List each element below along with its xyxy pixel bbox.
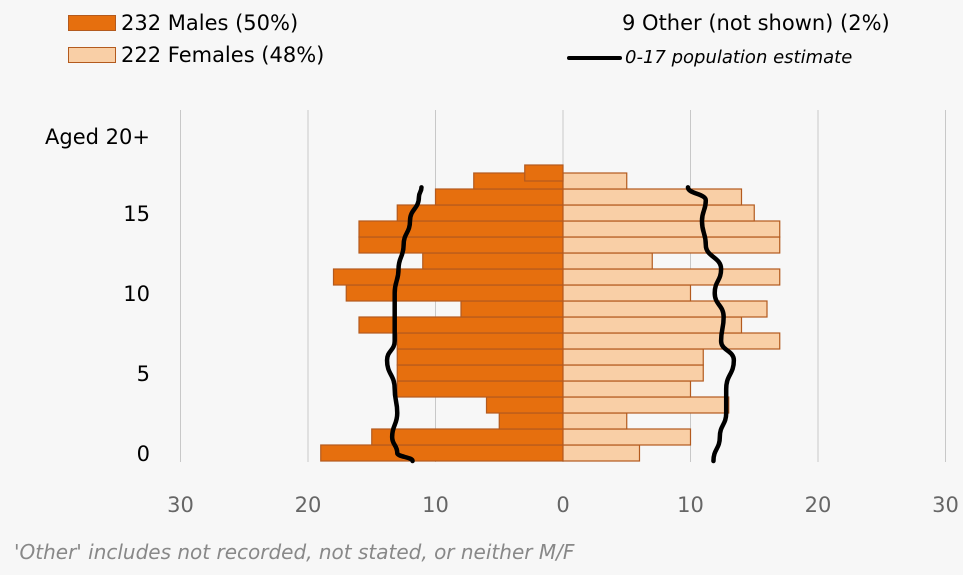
legend-other-label: 9 Other (not shown) (2%) bbox=[622, 11, 890, 35]
male-bar bbox=[371, 428, 564, 446]
female-bar bbox=[562, 396, 730, 414]
male-bar bbox=[396, 204, 564, 222]
female-bar bbox=[562, 236, 781, 254]
female-bar bbox=[562, 380, 692, 398]
male-bar bbox=[332, 268, 564, 286]
estimate-line-swatch bbox=[567, 55, 622, 60]
male-bar bbox=[422, 252, 564, 270]
female-bar bbox=[562, 188, 743, 206]
female-bar bbox=[562, 444, 641, 462]
y-tick-label: 5 bbox=[137, 362, 150, 386]
female-bar bbox=[562, 220, 781, 238]
legend-females: 222 Females (48%) bbox=[68, 43, 324, 67]
x-tick-label: 30 bbox=[932, 493, 959, 517]
female-bar bbox=[562, 332, 781, 350]
male-bar bbox=[434, 188, 564, 206]
x-tick-label: 30 bbox=[167, 493, 194, 517]
male-bar bbox=[485, 396, 564, 414]
legend-other: 9 Other (not shown) (2%) bbox=[622, 11, 890, 35]
female-bar bbox=[562, 300, 768, 318]
male-bar bbox=[345, 284, 564, 302]
male-bar bbox=[358, 236, 564, 254]
males-swatch bbox=[68, 15, 116, 31]
male-bar bbox=[396, 364, 564, 382]
female-bar bbox=[562, 412, 628, 430]
females-swatch bbox=[68, 47, 116, 63]
male-bar bbox=[524, 164, 564, 182]
female-estimate-line bbox=[685, 185, 737, 464]
male-estimate-line bbox=[384, 185, 424, 464]
x-tick-label: 10 bbox=[422, 493, 449, 517]
footnote: 'Other' includes not recorded, not state… bbox=[14, 540, 575, 564]
female-bar bbox=[562, 348, 704, 366]
female-bar bbox=[562, 284, 692, 302]
female-bar bbox=[562, 428, 692, 446]
female-bar bbox=[562, 316, 743, 334]
male-bar bbox=[396, 332, 564, 350]
male-bar bbox=[358, 316, 564, 334]
male-bar bbox=[396, 348, 564, 366]
female-bar bbox=[562, 252, 653, 270]
male-bar bbox=[396, 380, 564, 398]
x-tick-label: 10 bbox=[677, 493, 704, 517]
legend-males: 232 Males (50%) bbox=[68, 11, 298, 35]
x-tick-label: 0 bbox=[556, 493, 569, 517]
male-bar bbox=[320, 444, 564, 462]
male-bar bbox=[498, 412, 564, 430]
male-bar bbox=[358, 220, 564, 238]
female-bar bbox=[562, 364, 704, 382]
legend-estimate: 0-17 population estimate bbox=[567, 47, 852, 68]
female-bar bbox=[562, 172, 628, 190]
female-bar bbox=[562, 268, 781, 286]
y-tick-label: 10 bbox=[123, 282, 150, 306]
y-tick-label: 15 bbox=[123, 202, 150, 226]
x-tick-label: 20 bbox=[295, 493, 322, 517]
legend-estimate-label: 0-17 population estimate bbox=[625, 47, 853, 68]
x-tick-label: 20 bbox=[805, 493, 832, 517]
legend-males-label: 232 Males (50%) bbox=[121, 11, 299, 35]
male-bar bbox=[460, 300, 564, 318]
legend-females-label: 222 Females (48%) bbox=[121, 43, 325, 67]
y-tick-label: Aged 20+ bbox=[45, 125, 150, 149]
female-bar bbox=[562, 204, 755, 222]
y-tick-label: 0 bbox=[137, 442, 150, 466]
